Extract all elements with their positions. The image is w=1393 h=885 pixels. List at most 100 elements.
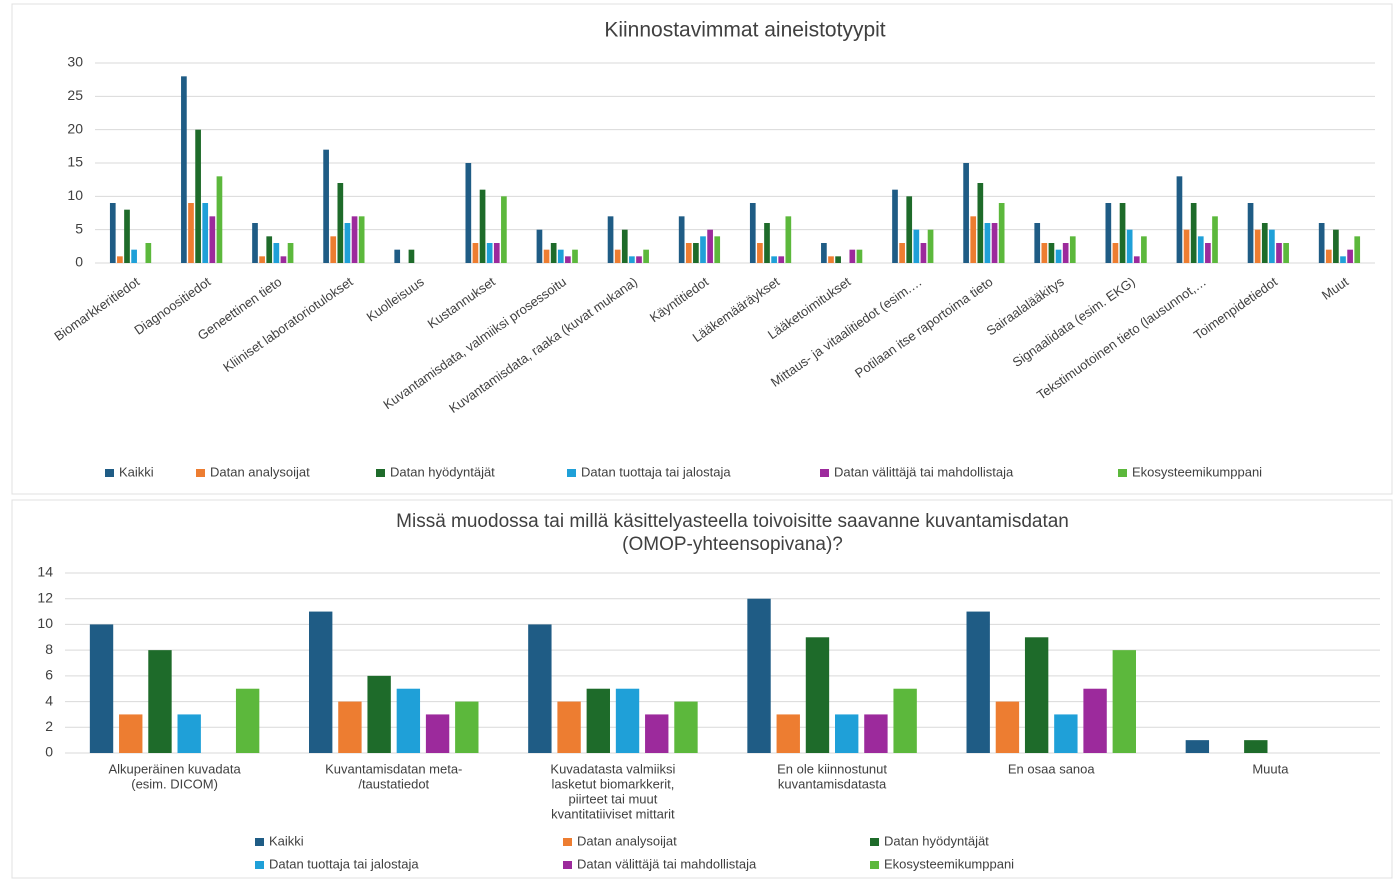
bar	[849, 249, 856, 263]
bar	[636, 256, 642, 263]
bar	[1119, 203, 1126, 263]
bar	[235, 688, 260, 753]
x-tick-label: Kuvadatasta valmiiksi	[550, 761, 675, 776]
bar	[906, 196, 913, 263]
bar	[835, 256, 841, 263]
bar	[1133, 256, 1140, 263]
legend-swatch	[563, 861, 572, 869]
bar	[977, 183, 984, 263]
bar	[1205, 243, 1211, 263]
bar	[1197, 236, 1204, 263]
bar	[344, 223, 351, 263]
bar	[1318, 223, 1325, 263]
legend-label: Kaikki	[269, 833, 304, 848]
x-tick-label: kuvantamisdatasta	[778, 776, 887, 791]
bar	[764, 223, 770, 263]
bar	[757, 243, 763, 263]
y-tick-label: 2	[45, 718, 53, 734]
bar	[899, 243, 905, 263]
bar	[394, 249, 401, 263]
legend-swatch	[820, 469, 829, 477]
bar	[195, 129, 201, 263]
bar	[714, 236, 721, 263]
y-tick-label: 10	[67, 187, 83, 203]
bar	[528, 624, 552, 753]
bar	[1062, 243, 1069, 263]
bar	[693, 243, 699, 263]
bar	[629, 256, 635, 263]
bar	[1354, 236, 1361, 263]
bar	[1112, 650, 1136, 753]
bar	[479, 189, 486, 263]
bar	[209, 216, 216, 263]
y-tick-label: 10	[37, 615, 53, 631]
x-tick-label: piirteet tai muut	[568, 791, 657, 806]
bar	[864, 714, 888, 753]
bar	[493, 243, 500, 263]
bar	[995, 701, 1020, 753]
bar	[330, 236, 337, 263]
bar	[486, 243, 493, 263]
bar	[1176, 176, 1183, 263]
bar	[188, 203, 194, 263]
bar	[1083, 688, 1107, 753]
bar	[785, 216, 792, 263]
bar	[1069, 236, 1076, 263]
bar	[557, 701, 581, 753]
bar	[674, 701, 698, 753]
x-tick-label: Muuta	[1252, 761, 1289, 776]
x-tick-label: En ole kiinnostunut	[777, 761, 887, 776]
bar	[351, 216, 358, 263]
legend-swatch	[376, 469, 385, 477]
legend-label: Datan tuottaja tai jalostaja	[269, 856, 419, 871]
bar	[408, 249, 415, 263]
bar	[614, 249, 621, 263]
y-tick-label: 20	[67, 120, 83, 136]
bar	[181, 76, 187, 263]
bar	[778, 256, 785, 263]
bar	[455, 701, 479, 753]
bar	[970, 216, 977, 263]
bar	[963, 163, 969, 263]
y-tick-label: 12	[37, 589, 53, 605]
legend-label: Datan tuottaja tai jalostaja	[581, 464, 731, 479]
bar	[1141, 236, 1147, 263]
bar	[1126, 229, 1133, 263]
bar	[856, 249, 863, 263]
bar	[1325, 249, 1332, 263]
bar	[893, 688, 917, 753]
bar	[472, 243, 479, 263]
bar	[645, 714, 669, 753]
legend-swatch	[105, 469, 114, 477]
bar	[117, 256, 123, 263]
x-tick-label: Kuvantamisdatan meta-	[325, 761, 462, 776]
bar	[1254, 229, 1261, 263]
bar	[280, 256, 287, 263]
legend-swatch	[1118, 469, 1127, 477]
bar	[678, 216, 685, 263]
x-tick-label: lasketut biomarkkerit,	[552, 776, 675, 791]
bar	[913, 229, 920, 263]
bar	[337, 183, 344, 263]
legend-label: Datan analysoijat	[210, 464, 310, 479]
bar	[338, 701, 362, 753]
chart-title: Missä muodossa tai millä käsittelyasteel…	[396, 511, 1069, 532]
bar	[1034, 223, 1041, 263]
y-tick-label: 15	[67, 154, 83, 170]
bar	[273, 243, 280, 263]
y-tick-label: 0	[45, 744, 53, 760]
bar	[1048, 243, 1055, 263]
bar	[1347, 249, 1353, 263]
bar	[707, 229, 713, 263]
legend-label: Datan hyödyntäjät	[390, 464, 495, 479]
bar	[892, 189, 898, 263]
bar	[1261, 223, 1268, 263]
bar	[828, 256, 834, 263]
x-tick-label: kvantitatiiviset mittarit	[551, 806, 675, 821]
bar	[927, 229, 934, 263]
legend-label: Ekosysteemikumppani	[1132, 464, 1262, 479]
bar	[131, 249, 137, 263]
bar	[501, 196, 507, 263]
bar	[1276, 243, 1282, 263]
bar	[1041, 243, 1048, 263]
